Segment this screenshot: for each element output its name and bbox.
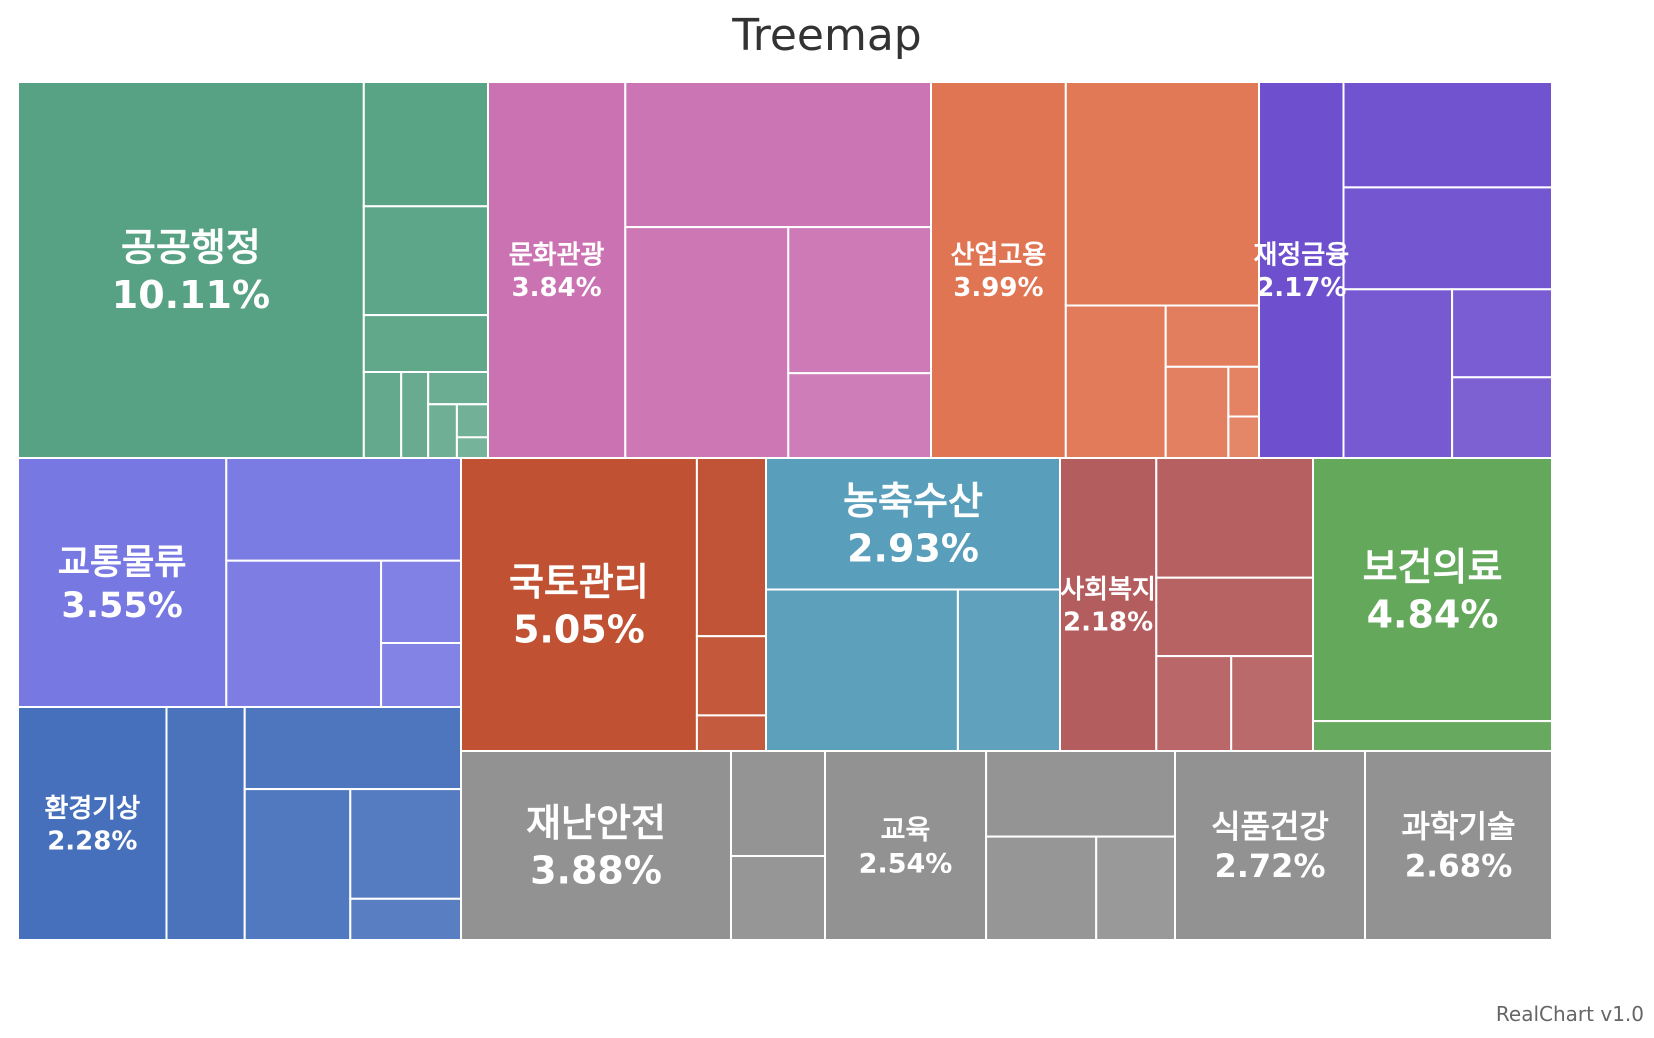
chart-credit: RealChart v1.0 (1495, 1002, 1644, 1026)
treemap-label-value: 2.17% (1256, 273, 1346, 303)
treemap-cell[interactable] (427, 371, 490, 406)
treemap-label-name: 공공행정 (121, 226, 261, 270)
treemap-label-value: 2.54% (859, 848, 953, 879)
treemap-cell[interactable] (695, 635, 768, 717)
treemap-cell[interactable] (225, 559, 383, 709)
treemap-cell[interactable] (1227, 365, 1261, 418)
treemap-cell-main[interactable] (1312, 457, 1553, 723)
treemap-cell[interactable] (1451, 376, 1553, 459)
treemap-cell[interactable] (956, 588, 1062, 752)
treemap-cell[interactable] (1227, 415, 1261, 459)
treemap-cell-main[interactable] (17, 706, 168, 941)
treemap-cell[interactable] (349, 897, 462, 941)
treemap-cell[interactable] (362, 314, 489, 374)
treemap-cell[interactable] (362, 371, 403, 459)
treemap-cell[interactable] (1095, 835, 1176, 941)
treemap-label-name: 재정금융 (1253, 241, 1349, 271)
chart-title: Treemap (732, 10, 922, 61)
treemap-cell[interactable] (1155, 655, 1233, 752)
treemap-label-value: 3.84% (511, 273, 601, 303)
treemap-cell[interactable] (1155, 576, 1315, 658)
treemap-label-value: 4.84% (1367, 593, 1499, 637)
treemap-label-value: 2.72% (1214, 847, 1325, 885)
treemap-cell[interactable] (1164, 304, 1260, 368)
treemap-cell-main[interactable] (1364, 750, 1553, 941)
treemap-label-value: 5.05% (513, 608, 645, 652)
treemap-cell-main[interactable] (17, 81, 365, 459)
treemap-cell-main[interactable] (824, 750, 988, 941)
treemap-cell-main[interactable] (460, 750, 732, 941)
treemap-cell[interactable] (349, 788, 462, 900)
treemap-cell[interactable] (455, 436, 489, 459)
treemap-label-name: 국토관리 (509, 560, 649, 604)
treemap-cell-main[interactable] (1174, 750, 1366, 941)
treemap-cell[interactable] (165, 706, 246, 941)
treemap-label-name: 문화관광 (509, 241, 605, 271)
treemap-label-value: 10.11% (112, 273, 270, 317)
treemap-label-value: 2.18% (1063, 608, 1153, 638)
treemap-cell[interactable] (624, 226, 790, 459)
treemap-cell[interactable] (787, 226, 932, 375)
treemap-cell-main[interactable] (460, 457, 698, 752)
treemap-cell[interactable] (455, 403, 489, 439)
treemap-label-name: 식품건강 (1211, 808, 1329, 846)
treemap-cell[interactable] (1342, 186, 1553, 291)
treemap-cell[interactable] (1342, 288, 1454, 459)
treemap-label-name: 교육 (881, 815, 931, 846)
treemap-cell[interactable] (243, 788, 352, 941)
treemap-cell[interactable] (695, 714, 768, 753)
treemap-cell[interactable] (362, 205, 489, 317)
treemap-cell[interactable] (1164, 365, 1230, 459)
treemap-cell[interactable] (985, 750, 1176, 838)
treemap-cell[interactable] (1312, 720, 1553, 752)
treemap-cell[interactable] (427, 403, 458, 459)
treemap-label-name: 사회복지 (1060, 575, 1156, 605)
treemap-cell[interactable] (730, 750, 826, 857)
treemap-cell[interactable] (380, 642, 463, 708)
treemap-label-value: 3.55% (61, 586, 182, 626)
treemap-label-name: 과학기술 (1401, 810, 1515, 846)
treemap-label-name: 보건의료 (1363, 545, 1503, 589)
treemap-label-name: 환경기상 (44, 794, 140, 824)
treemap-cell-main[interactable] (1059, 457, 1158, 752)
treemap-label-name: 산업고용 (951, 241, 1047, 271)
treemap-label-value: 2.28% (47, 827, 137, 857)
treemap-cell[interactable] (1451, 288, 1553, 379)
treemap-cell[interactable] (362, 81, 489, 208)
treemap-cell[interactable] (1230, 655, 1314, 752)
treemap-label-name: 농축수산 (843, 479, 983, 523)
treemap-cell[interactable] (730, 855, 826, 941)
treemap-label-value: 3.88% (530, 849, 662, 893)
treemap-cell[interactable] (1064, 304, 1167, 459)
treemap-cell[interactable] (624, 81, 932, 229)
treemap-cell[interactable] (1342, 81, 1553, 189)
treemap-cell[interactable] (1064, 81, 1261, 307)
treemap-cell[interactable] (787, 372, 932, 460)
treemap-cell[interactable] (985, 835, 1098, 941)
treemap-cell[interactable] (380, 559, 463, 645)
treemap-cell[interactable] (225, 457, 462, 562)
treemap-label-value: 2.93% (847, 527, 979, 571)
treemap-cell-main[interactable] (487, 81, 627, 459)
treemap-cell-main[interactable] (1258, 81, 1345, 459)
treemap-cell[interactable] (1155, 457, 1315, 579)
treemap-cell[interactable] (695, 457, 768, 638)
treemap-label-name: 재난안전 (526, 801, 666, 845)
treemap-label-value: 2.68% (1405, 849, 1513, 885)
treemap-label-name: 교통물류 (58, 543, 187, 583)
treemap-cell-main[interactable] (17, 457, 228, 708)
treemap-cell[interactable] (243, 706, 462, 791)
treemap-cell[interactable] (400, 371, 430, 459)
treemap-label-value: 3.99% (953, 273, 1043, 303)
treemap-cell[interactable] (765, 588, 959, 752)
treemap-cell-main[interactable] (930, 81, 1067, 459)
